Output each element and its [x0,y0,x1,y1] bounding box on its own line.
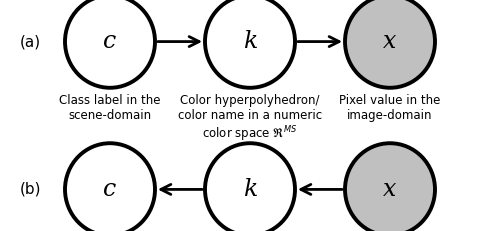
Text: x: x [384,30,396,53]
Text: k: k [243,178,257,201]
Text: (a): (a) [20,34,41,49]
Text: c: c [104,30,117,53]
Text: k: k [243,30,257,53]
Ellipse shape [65,143,155,231]
Ellipse shape [205,143,295,231]
Text: Color hyperpolyhedron/
color name in a numeric
color space $\mathfrak{R}^{MS}$: Color hyperpolyhedron/ color name in a n… [178,94,322,144]
Text: c: c [104,178,117,201]
Text: Pixel value in the
image-domain: Pixel value in the image-domain [340,94,440,122]
Ellipse shape [345,143,435,231]
Text: (b): (b) [20,182,42,197]
Ellipse shape [345,0,435,88]
Ellipse shape [205,0,295,88]
Text: x: x [384,178,396,201]
Ellipse shape [65,0,155,88]
Text: Class label in the
scene-domain: Class label in the scene-domain [60,94,161,122]
